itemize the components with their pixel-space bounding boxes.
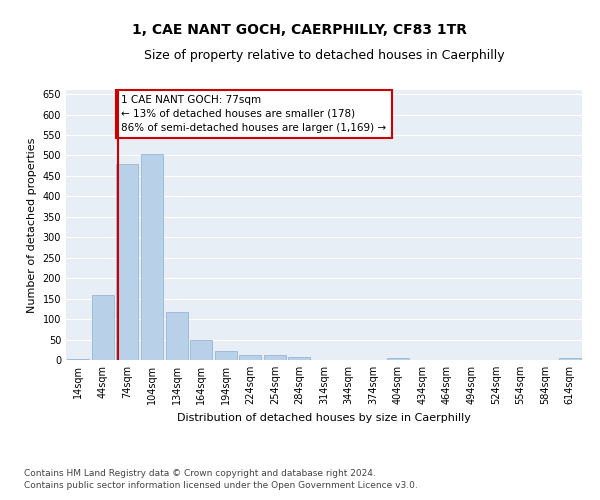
Bar [67,359,89,360]
Text: 1, CAE NANT GOCH, CAERPHILLY, CF83 1TR: 1, CAE NANT GOCH, CAERPHILLY, CF83 1TR [133,22,467,36]
Bar [289,356,310,360]
Bar [559,358,581,360]
Title: Size of property relative to detached houses in Caerphilly: Size of property relative to detached ho… [143,50,505,62]
Bar [190,340,212,360]
Bar [264,355,286,360]
Bar [92,294,114,360]
Bar [116,164,139,360]
Bar [386,358,409,360]
Text: 1 CAE NANT GOCH: 77sqm
← 13% of detached houses are smaller (178)
86% of semi-de: 1 CAE NANT GOCH: 77sqm ← 13% of detached… [121,95,386,133]
Bar [215,351,237,360]
Y-axis label: Number of detached properties: Number of detached properties [27,138,37,312]
Text: Contains public sector information licensed under the Open Government Licence v3: Contains public sector information licen… [24,481,418,490]
X-axis label: Distribution of detached houses by size in Caerphilly: Distribution of detached houses by size … [177,412,471,422]
Bar [239,354,262,360]
Bar [166,312,188,360]
Text: Contains HM Land Registry data © Crown copyright and database right 2024.: Contains HM Land Registry data © Crown c… [24,468,376,477]
Bar [141,154,163,360]
